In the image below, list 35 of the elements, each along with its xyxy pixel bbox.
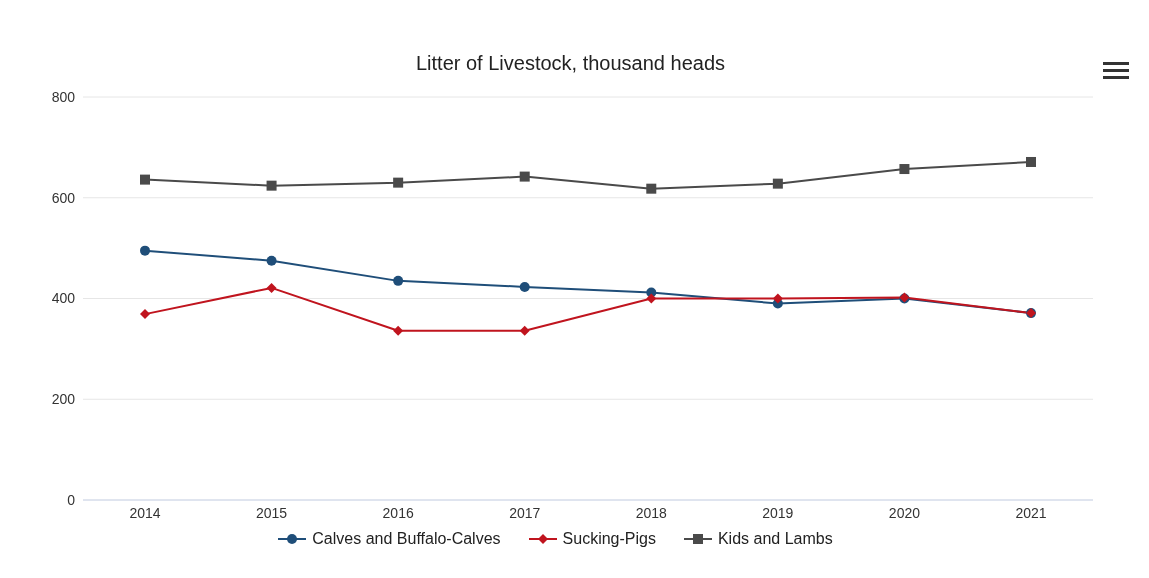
x-tick-label: 2017 xyxy=(509,504,541,521)
point xyxy=(266,255,277,266)
chart-title: Litter of Livestock, thousand heads xyxy=(414,52,727,75)
point xyxy=(899,164,910,175)
point xyxy=(772,178,783,189)
point xyxy=(393,325,404,336)
point xyxy=(1026,156,1036,167)
x-tick-label: 2021 xyxy=(1015,504,1047,521)
point xyxy=(140,174,150,185)
point xyxy=(646,183,657,194)
legend-label: Kids and Lambs xyxy=(717,530,833,548)
point xyxy=(519,325,530,336)
point xyxy=(140,309,150,320)
point xyxy=(772,293,783,304)
x-tick-label: 2020 xyxy=(888,504,921,521)
x-tick-label: 2016 xyxy=(382,504,414,521)
x-tick-label: 2014 xyxy=(129,504,161,521)
point xyxy=(266,180,277,191)
x-tick-label: 2015 xyxy=(255,504,288,521)
legend-label: Sucking-Pigs xyxy=(562,530,656,548)
point xyxy=(393,177,404,188)
x-tick-label: 2018 xyxy=(635,504,668,521)
point xyxy=(646,293,657,304)
point xyxy=(519,281,530,292)
legend-label: Calves and Buffalo-Calves xyxy=(312,530,501,548)
y-tick-label: 800 xyxy=(51,88,76,105)
point xyxy=(393,275,404,286)
y-tick-label: 600 xyxy=(51,189,76,206)
x-tick-label: 2019 xyxy=(762,504,794,521)
point xyxy=(519,171,530,182)
point xyxy=(140,245,150,256)
point xyxy=(266,282,277,293)
y-tick-label: 200 xyxy=(51,391,76,408)
y-tick-label: 400 xyxy=(51,290,76,307)
y-tick-label: 0 xyxy=(67,491,76,508)
